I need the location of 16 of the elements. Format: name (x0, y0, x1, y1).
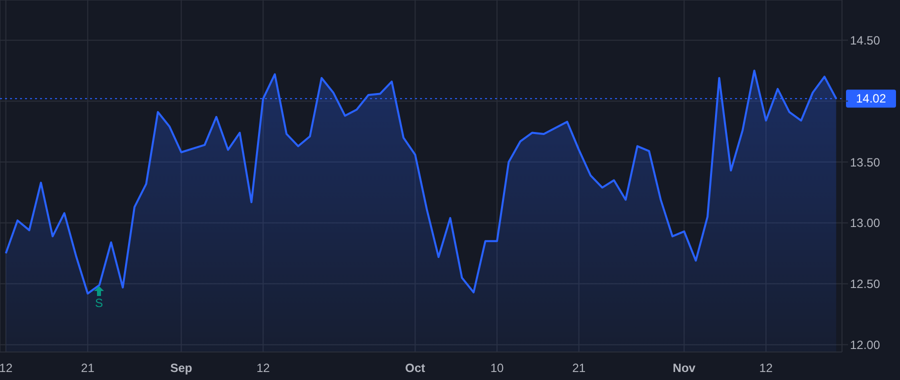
y-tick-label: 13.00 (850, 216, 880, 230)
x-tick-label: 12 (759, 361, 773, 375)
x-tick-label: Nov (672, 361, 696, 375)
x-tick-label: Oct (405, 361, 426, 375)
x-tick-label: 21 (572, 361, 586, 375)
x-tick-label: 12 (256, 361, 270, 375)
ref-line-label: 14.02 (856, 92, 886, 106)
x-tick-label: Sep (170, 361, 192, 375)
y-tick-label: 12.00 (850, 338, 880, 352)
x-tick-label: 10 (490, 361, 504, 375)
y-tick-label: 13.50 (850, 155, 880, 170)
y-tick-label: 12.50 (850, 277, 880, 292)
x-tick-label: 21 (81, 361, 95, 375)
x-tick-label: 12 (0, 361, 13, 375)
y-tick-label: 14.50 (850, 33, 880, 48)
annotation: S (94, 296, 104, 310)
